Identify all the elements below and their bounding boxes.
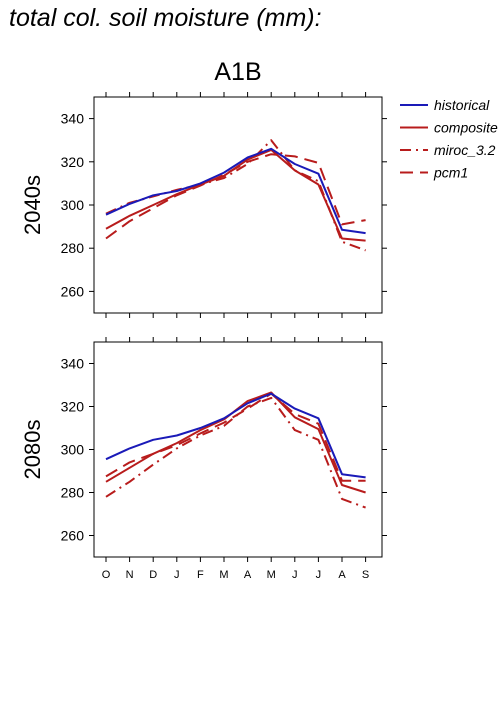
x-tick-label: M bbox=[267, 569, 276, 581]
y-tick-label: 260 bbox=[61, 528, 85, 544]
y-tick-label: 260 bbox=[61, 283, 85, 299]
y-tick-label: 340 bbox=[61, 356, 85, 372]
x-tick-label: J bbox=[292, 569, 298, 581]
legend-label: pcm1 bbox=[433, 165, 468, 181]
y-tick-label: 320 bbox=[61, 399, 85, 415]
legend-label: composite bbox=[434, 120, 498, 136]
panels: 260 280 300 320 340 2040s 260 280 300 320 340 2080s bbox=[20, 92, 387, 562]
y-tick-label: 320 bbox=[61, 154, 85, 170]
legend-label: miroc_3.2 bbox=[434, 142, 496, 158]
chart-title: total col. soil moisture (mm): bbox=[9, 4, 322, 32]
panel-2080s: 260 280 300 320 340 2080s bbox=[20, 337, 387, 562]
panel-2040s: 260 280 300 320 340 2040s bbox=[20, 92, 387, 318]
series-line-historical bbox=[105, 392, 366, 479]
panel-frame bbox=[93, 341, 383, 558]
y-tick-label: 340 bbox=[61, 111, 85, 127]
x-tick-label: J bbox=[174, 569, 180, 581]
panel-label: 2040s bbox=[20, 175, 45, 235]
x-tick-label: M bbox=[219, 569, 228, 581]
x-tick-label: F bbox=[197, 569, 204, 581]
panel-label: 2080s bbox=[20, 420, 45, 480]
x-tick-label: A bbox=[244, 569, 252, 581]
x-tick-label: A bbox=[338, 569, 346, 581]
legend: historical composite miroc_3.2 pcm1 bbox=[400, 97, 498, 181]
y-tick-label: 280 bbox=[61, 485, 85, 501]
y-tick-label: 300 bbox=[61, 442, 85, 458]
series-line-historical bbox=[105, 147, 366, 235]
series-line-miroc-3-2 bbox=[105, 396, 366, 509]
y-tick-label: 300 bbox=[61, 197, 85, 213]
panel-frame bbox=[93, 96, 383, 314]
x-tick-label: N bbox=[126, 569, 134, 581]
y-tick-label: 280 bbox=[61, 240, 85, 256]
x-tick-label: O bbox=[102, 569, 111, 581]
x-tick-label: J bbox=[316, 569, 322, 581]
series-line-pcm1 bbox=[105, 392, 366, 482]
x-tick-label: S bbox=[362, 569, 369, 581]
x-tick-label: D bbox=[149, 569, 157, 581]
scenario-label: A1B bbox=[214, 58, 261, 86]
series-line-pcm1 bbox=[105, 153, 366, 240]
legend-label: historical bbox=[434, 97, 490, 113]
